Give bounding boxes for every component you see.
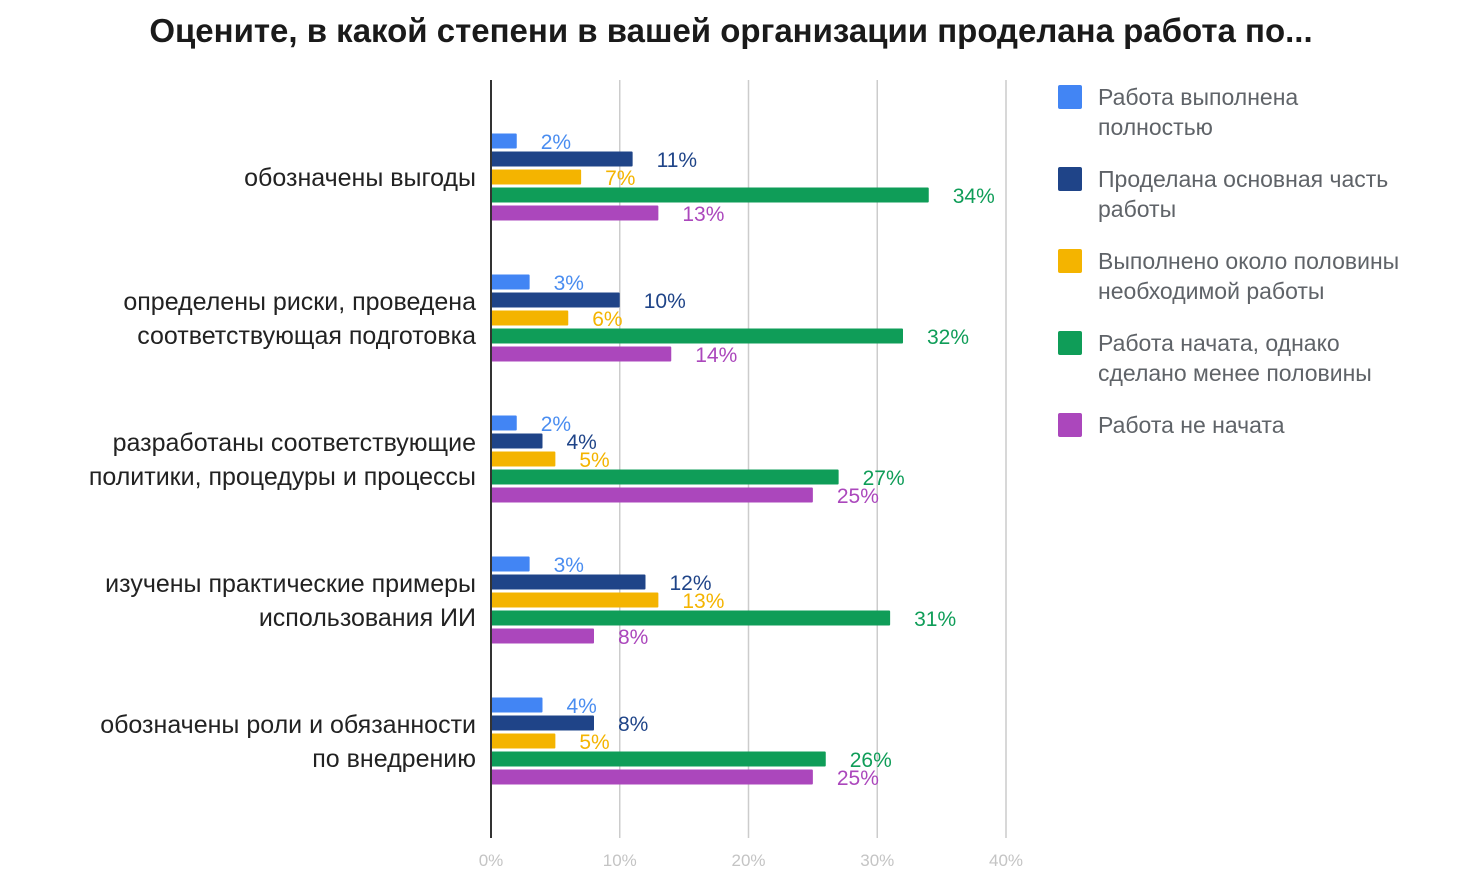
legend-label: Работа не начата (1098, 412, 1285, 438)
data-label: 31% (914, 608, 956, 631)
data-label: 4% (567, 431, 597, 454)
bar (491, 151, 633, 167)
bar (491, 592, 659, 608)
x-tick-label: 30% (860, 851, 894, 870)
bar (491, 328, 903, 344)
bar (491, 133, 517, 149)
x-tick-label: 0% (479, 851, 504, 870)
legend-item: Работа выполнена полностью (1058, 82, 1418, 142)
data-label: 27% (863, 467, 905, 490)
legend-swatch (1058, 167, 1082, 191)
legend-label: Выполнено около половины необходимой раб… (1098, 248, 1400, 304)
bar (491, 205, 659, 221)
bar (491, 487, 813, 503)
data-label: 5% (579, 731, 609, 754)
category-label: определены риски, проведена (123, 288, 476, 316)
legend-swatch (1058, 85, 1082, 109)
data-label: 13% (682, 203, 724, 226)
bar (491, 610, 891, 626)
bar (491, 274, 530, 290)
data-label: 6% (592, 308, 622, 331)
bar (491, 769, 813, 785)
data-label: 26% (850, 749, 892, 772)
legend-item: Проделана основная часть работы (1058, 164, 1418, 224)
bar (491, 292, 620, 308)
data-label: 4% (567, 695, 597, 718)
category-label: обозначены выгоды (244, 164, 476, 192)
bar (491, 310, 569, 326)
legend-item: Выполнено около половины необходимой раб… (1058, 246, 1418, 306)
bar (491, 715, 594, 731)
data-label: 32% (927, 326, 969, 349)
category-label: соответствующая подготовка (137, 322, 476, 350)
bar (491, 469, 839, 485)
bar (491, 169, 582, 185)
bar (491, 433, 543, 449)
legend-swatch (1058, 249, 1082, 273)
data-label: 2% (541, 413, 571, 436)
data-label: 34% (953, 185, 995, 208)
legend-item: Работа не начата (1058, 410, 1418, 440)
bar (491, 733, 556, 749)
category-label: политики, процедуры и процессы (89, 463, 476, 491)
legend-label: Работа начата, однако сделано менее поло… (1098, 330, 1372, 386)
bar (491, 628, 594, 644)
data-label: 10% (644, 290, 686, 313)
category-label: использования ИИ (259, 604, 476, 632)
data-label: 25% (837, 767, 879, 790)
data-label: 5% (579, 449, 609, 472)
data-label: 12% (670, 572, 712, 595)
legend-label: Проделана основная часть работы (1098, 166, 1389, 222)
data-label: 25% (837, 485, 879, 508)
bar (491, 697, 543, 713)
legend-label: Работа выполнена полностью (1098, 84, 1299, 140)
legend-item: Работа начата, однако сделано менее поло… (1058, 328, 1418, 388)
data-label: 7% (605, 167, 635, 190)
data-label: 3% (554, 554, 584, 577)
bar (491, 451, 556, 467)
bar (491, 556, 530, 572)
bar (491, 415, 517, 431)
data-label: 13% (682, 590, 724, 613)
legend: Работа выполнена полностью Проделана осно… (1058, 82, 1418, 462)
category-label: обозначены роли и обязанности (100, 711, 476, 739)
x-tick-label: 40% (989, 851, 1023, 870)
category-label: по внедрению (312, 745, 476, 773)
category-label: разработаны соответствующие (113, 429, 476, 457)
x-tick-label: 10% (603, 851, 637, 870)
legend-swatch (1058, 331, 1082, 355)
data-label: 3% (554, 272, 584, 295)
chart-title: Оцените, в какой степени в вашей организ… (149, 12, 1313, 49)
category-label: изучены практические примеры (105, 570, 476, 598)
data-label: 2% (541, 131, 571, 154)
data-label: 11% (657, 149, 697, 172)
data-label: 8% (618, 626, 648, 649)
data-label: 14% (695, 344, 737, 367)
bar (491, 751, 826, 767)
bar (491, 574, 646, 590)
legend-swatch (1058, 413, 1082, 437)
x-tick-label: 20% (731, 851, 765, 870)
bar (491, 346, 672, 362)
data-label: 8% (618, 713, 648, 736)
bar (491, 187, 929, 203)
